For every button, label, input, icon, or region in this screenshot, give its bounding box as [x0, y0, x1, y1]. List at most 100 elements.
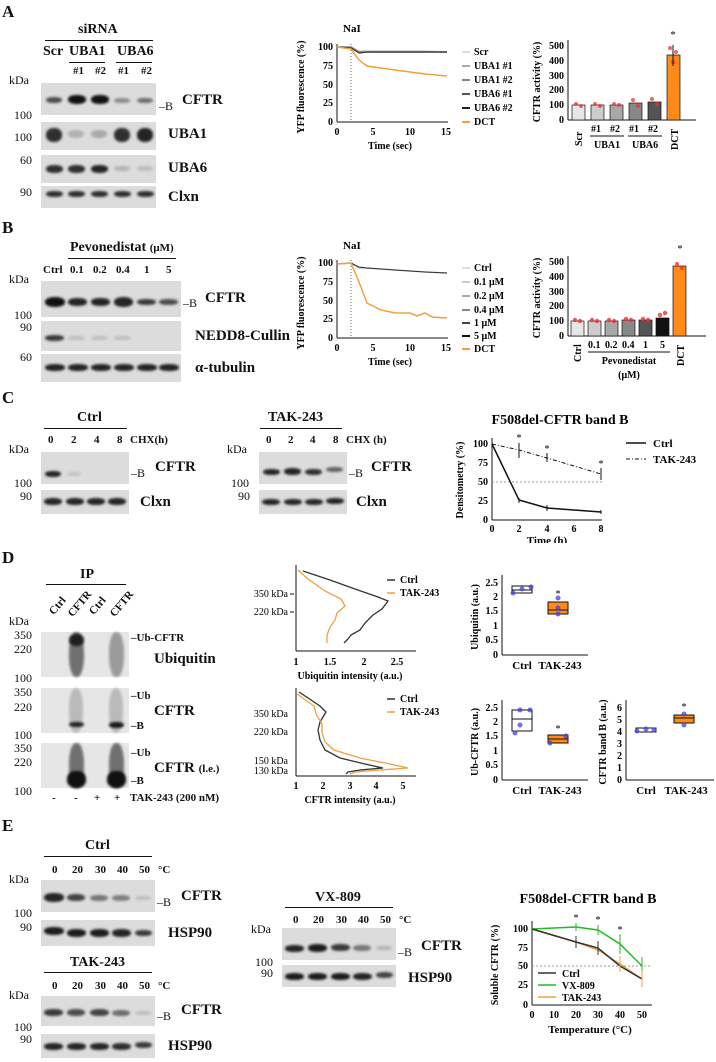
svg-text:#1: #1 — [591, 124, 601, 135]
svg-text:4: 4 — [617, 727, 622, 738]
band-b-tag: –B — [131, 775, 144, 787]
mw-marker: 90 — [20, 320, 32, 334]
lane-label: 40 — [117, 864, 128, 876]
svg-text:3: 3 — [348, 781, 353, 792]
band-b-tag: –B — [131, 720, 144, 732]
group-label-uba6: UBA6 — [117, 44, 154, 59]
svg-text:Ctrl: Ctrl — [512, 785, 532, 797]
svg-text:UBA1: UBA1 — [594, 140, 620, 151]
ip-label: IP — [80, 567, 94, 582]
svg-text:Ctrl: Ctrl — [573, 344, 584, 362]
svg-text:220 kDa: 220 kDa — [254, 607, 289, 618]
lane-label: 20 — [72, 980, 83, 992]
svg-text:F508del-CFTR band B: F508del-CFTR band B — [520, 892, 657, 907]
svg-text:Time (sec): Time (sec) — [368, 357, 412, 368]
svg-text:30: 30 — [593, 1010, 603, 1021]
lane-label: 0 — [48, 434, 54, 446]
svg-text:130 kDa: 130 kDa — [254, 766, 289, 777]
blot-cftr — [41, 688, 129, 733]
svg-text:*: * — [517, 433, 522, 444]
lane-label: 1 — [144, 264, 150, 276]
svg-text:1 μM: 1 μM — [474, 318, 497, 329]
svg-text:Temperature (°C): Temperature (°C) — [548, 1024, 632, 1036]
svg-text:25: 25 — [323, 98, 333, 109]
panel-label-d: D — [2, 548, 15, 567]
lane-label: 2 — [71, 434, 77, 446]
svg-text:2.5: 2.5 — [391, 657, 404, 668]
svg-text:0.5: 0.5 — [486, 635, 499, 646]
svg-text:220 kDa: 220 kDa — [254, 727, 289, 738]
chart-e-thermal: F508del-CFTR band B 0 25 50 75 100 0 10 20 30 40… — [490, 892, 657, 1036]
svg-text:50: 50 — [323, 80, 333, 91]
svg-text:UBA6 #2: UBA6 #2 — [474, 103, 513, 114]
axis-label: CHX(h) — [130, 434, 168, 446]
lane-label: 20 — [72, 864, 83, 876]
svg-text:0: 0 — [493, 775, 498, 786]
svg-text:Ubiquitin (a.u.): Ubiquitin (a.u.) — [470, 584, 481, 650]
mw-marker: 90 — [20, 185, 32, 199]
svg-text:6: 6 — [572, 524, 577, 535]
svg-text:Ctrl: Ctrl — [562, 969, 580, 980]
svg-text:2: 2 — [493, 592, 498, 603]
band-b-marker: –B — [349, 466, 364, 480]
svg-text:Ub-CFTR (a.u.): Ub-CFTR (a.u.) — [470, 708, 481, 776]
lane-label: 30 — [336, 914, 347, 926]
row-label: Clxn — [356, 494, 387, 510]
svg-text:0.4: 0.4 — [622, 340, 635, 351]
svg-text:UBA1 #1: UBA1 #1 — [474, 61, 513, 72]
band-b-marker: –B — [183, 296, 198, 310]
row-label: HSP90 — [168, 925, 213, 941]
blot-title: VX-809 — [315, 890, 361, 905]
blot-alpha-tubulin — [41, 354, 181, 382]
svg-text:Scr: Scr — [574, 131, 585, 146]
lane-label: CFTR — [107, 588, 137, 620]
mw-marker: 100 — [255, 955, 273, 969]
svg-text:TAK-243: TAK-243 — [664, 785, 708, 797]
lane-label: 20 — [313, 914, 324, 926]
svg-text:5: 5 — [660, 340, 665, 351]
svg-text:#1: #1 — [629, 124, 639, 135]
svg-text:0: 0 — [523, 1000, 528, 1011]
svg-text:0: 0 — [493, 650, 498, 661]
chart-d-ub-profile: 350 kDa 220 kDa 1 1.5 2 2.5 Ubiquitin intens… — [254, 565, 439, 682]
kda-label: kDa — [9, 73, 29, 87]
svg-text:50: 50 — [637, 1010, 647, 1021]
svg-text:25: 25 — [323, 314, 333, 325]
lane-label: #1 — [118, 65, 129, 77]
panel-label-b: B — [2, 218, 14, 237]
chart-a-activity: 0 100 200 300 400 500 CFTR activity (%) * Scr… — [532, 29, 696, 151]
lane-label: 0 — [52, 980, 58, 992]
svg-text:350 kDa: 350 kDa — [254, 589, 289, 600]
svg-text:DCT: DCT — [474, 117, 495, 128]
svg-text:*: * — [596, 915, 601, 926]
svg-text:Densitometry (%): Densitometry (%) — [455, 442, 466, 519]
divider — [285, 907, 393, 908]
row-label: CFTR — [181, 888, 222, 904]
svg-text:NaI: NaI — [343, 240, 361, 252]
blot-nedd8-cullin — [41, 321, 181, 351]
blot-title: Ctrl — [85, 838, 110, 853]
svg-text:CFTR activity (%): CFTR activity (%) — [532, 42, 543, 123]
mw-marker: 100 — [14, 728, 32, 742]
group-label-uba1: UBA1 — [69, 44, 106, 59]
svg-text:0.1: 0.1 — [588, 340, 601, 351]
band-b-marker: –B — [131, 466, 146, 480]
svg-text:25: 25 — [518, 980, 528, 991]
mw-marker: 100 — [14, 671, 32, 685]
blot-cftr — [259, 452, 347, 484]
svg-text:*: * — [599, 459, 604, 470]
blot-ubiquitin — [41, 632, 129, 677]
svg-text:Ubiquitin intensity (a.u.): Ubiquitin intensity (a.u.) — [297, 671, 402, 682]
treatment-sign: - — [52, 792, 56, 804]
svg-text:200: 200 — [549, 301, 564, 312]
row-label: CFTR — [182, 92, 223, 108]
blot-hsp90 — [41, 1034, 155, 1058]
blot-title: TAK-243 — [268, 410, 323, 425]
mw-marker: 220 — [14, 755, 32, 769]
lane-label: Ctrl — [43, 264, 63, 276]
lane-label: Ctrl — [46, 594, 69, 618]
svg-text:CFTR band B (a.u.): CFTR band B (a.u.) — [598, 699, 609, 784]
kda-label: kDa — [9, 272, 29, 286]
svg-text:UBA6 #1: UBA6 #1 — [474, 89, 513, 100]
svg-text:TAK-243: TAK-243 — [400, 588, 439, 599]
